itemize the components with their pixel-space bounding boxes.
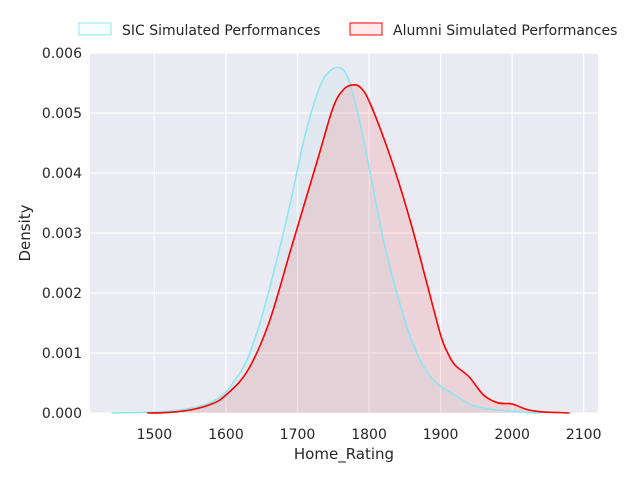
grid-lines [90,52,598,414]
x-tick-label: 1600 [208,427,244,443]
y-tick-label: 0.001 [42,346,82,362]
x-tick-label: 1700 [280,427,316,443]
y-tick-label: 0.004 [42,166,82,182]
legend-swatch-alumni [349,22,383,36]
series-1-area [147,84,570,414]
series-1-line [147,84,570,414]
x-tick-labels: 1500 1600 1700 1800 1900 2000 2100 [137,427,602,443]
x-tick-label: 1900 [423,427,459,443]
x-tick-label: 1800 [351,427,387,443]
legend-label-sic: SIC Simulated Performances [122,23,320,39]
legend-swatch-sic [78,22,112,36]
density-lines [111,66,570,414]
x-tick-label: 1500 [137,427,173,443]
legend-label-alumni: Alumni Simulated Performances [393,23,617,39]
legend: SIC Simulated Performances Alumni Simula… [78,22,617,39]
y-tick-label: 0.003 [42,226,82,242]
y-tick-label: 0.002 [42,286,82,302]
density-fills [111,67,570,414]
y-tick-label: 0.005 [42,106,82,122]
series-0-line [111,66,541,414]
y-axis-label: Density [16,204,34,261]
x-tick-label: 2000 [494,427,530,443]
series-0-area [111,67,541,413]
x-axis-label: Home_Rating [294,445,394,464]
y-tick-label: 0.000 [42,406,82,422]
x-tick-label: 2100 [566,427,602,443]
y-tick-label: 0.006 [42,46,82,62]
y-tick-labels: 0.000 0.001 0.002 0.003 0.004 0.005 0.006 [42,46,82,422]
